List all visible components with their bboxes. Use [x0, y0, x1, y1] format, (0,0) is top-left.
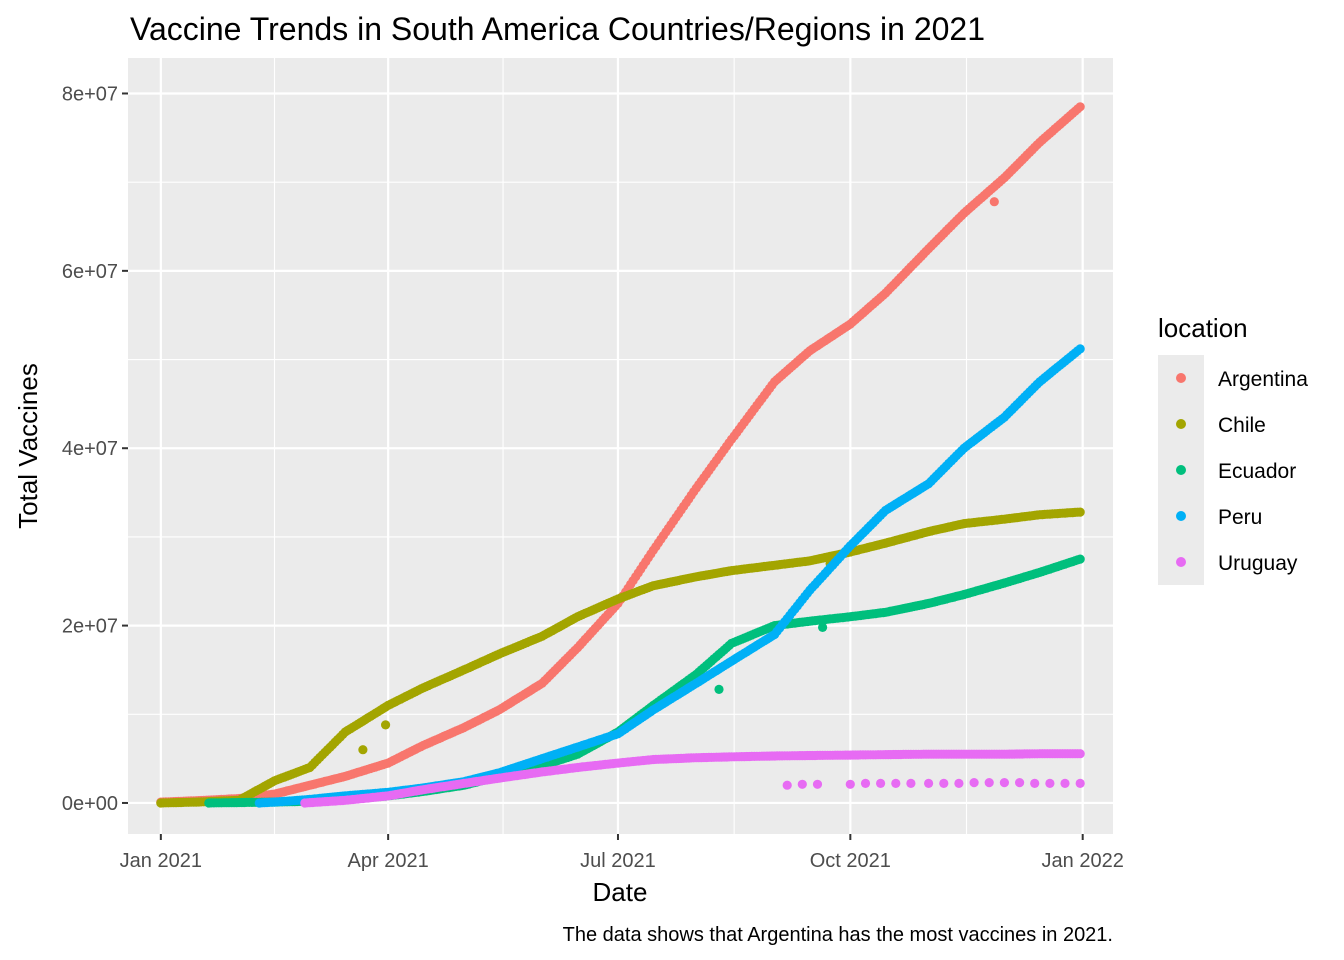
- legend-label-argentina: Argentina: [1218, 368, 1308, 391]
- chart-title: Vaccine Trends in South America Countrie…: [130, 11, 985, 47]
- data-point: [969, 778, 979, 788]
- y-tick-label: 6e+07: [62, 261, 118, 283]
- legend-key-peru: [1176, 511, 1186, 521]
- x-tick-label: Oct 2021: [810, 850, 891, 872]
- data-point: [891, 778, 901, 789]
- data-point: [358, 745, 368, 755]
- data-point: [1060, 778, 1070, 789]
- legend-label-chile: Chile: [1218, 414, 1266, 437]
- data-point: [860, 778, 871, 789]
- legend: location Argentina Chile Ecuador Peru Urugua…: [1158, 313, 1308, 585]
- x-tick-label: Jan 2022: [1042, 850, 1124, 872]
- y-tick-label: 2e+07: [62, 616, 118, 638]
- data-point: [989, 197, 999, 207]
- y-axis-title: Total Vaccines: [13, 363, 43, 529]
- data-point: [954, 778, 964, 789]
- data-point: [1075, 102, 1085, 112]
- x-tick-label: Apr 2021: [348, 850, 429, 872]
- data-point: [999, 778, 1010, 788]
- legend-key-ecuador: [1176, 465, 1186, 475]
- chart-caption: The data shows that Argentina has the mo…: [563, 924, 1113, 946]
- x-tick-label: Jul 2021: [580, 850, 656, 872]
- data-point: [876, 778, 886, 789]
- legend-label-uruguay: Uruguay: [1218, 552, 1298, 575]
- legend-key-argentina: [1176, 373, 1186, 383]
- data-point: [1075, 554, 1085, 564]
- data-point: [812, 779, 823, 789]
- plot-panel: [128, 58, 1113, 834]
- x-axis: Jan 2021 Apr 2021 Jul 2021 Oct 2021 Jan 2022: [120, 834, 1124, 872]
- data-point: [1015, 778, 1025, 788]
- data-point: [1045, 778, 1055, 789]
- legend-title: location: [1158, 313, 1248, 343]
- data-point: [381, 720, 391, 730]
- data-point: [1075, 344, 1085, 354]
- data-point: [782, 780, 792, 790]
- data-point: [906, 778, 916, 789]
- y-tick-label: 0e+00: [62, 793, 118, 815]
- data-point: [939, 778, 949, 789]
- data-point: [984, 778, 994, 788]
- data-point: [845, 779, 855, 789]
- data-point: [797, 779, 807, 789]
- legend-label-peru: Peru: [1218, 506, 1262, 529]
- data-point: [924, 778, 934, 789]
- y-tick-label: 4e+07: [62, 438, 118, 460]
- data-points: [156, 102, 1085, 808]
- data-point: [714, 684, 724, 695]
- y-tick-label: 8e+07: [62, 83, 118, 105]
- minor-gridlines: [128, 58, 1113, 834]
- data-point: [1075, 778, 1085, 789]
- y-axis: 0e+00 2e+07 4e+07 6e+07 8e+07: [62, 83, 128, 815]
- x-tick-label: Jan 2021: [120, 850, 202, 872]
- x-axis-title: Date: [593, 877, 648, 907]
- legend-key-uruguay: [1176, 557, 1186, 567]
- legend-label-ecuador: Ecuador: [1218, 460, 1296, 483]
- data-point: [1075, 507, 1085, 517]
- series-uruguay: [300, 749, 1085, 808]
- data-point: [1075, 749, 1085, 759]
- series-peru: [254, 344, 1085, 808]
- data-point: [818, 622, 828, 633]
- legend-key-chile: [1176, 419, 1186, 429]
- data-point: [1030, 778, 1040, 789]
